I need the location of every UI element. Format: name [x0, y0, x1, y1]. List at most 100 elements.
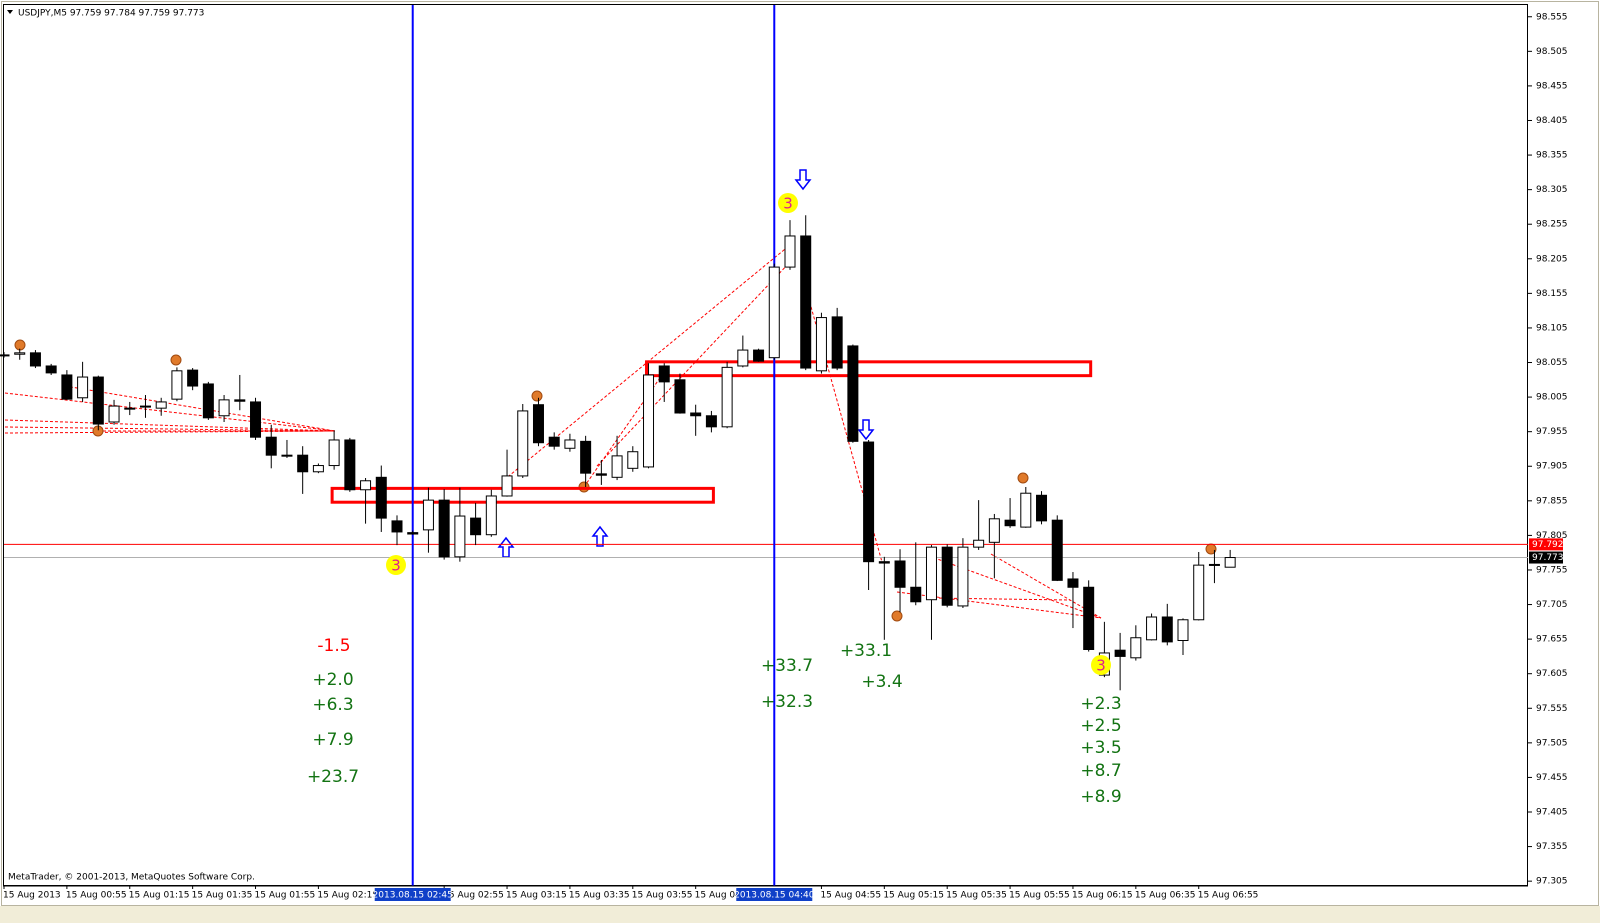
- candle-body: [171, 370, 183, 400]
- y-tick-label: 97.555: [1536, 704, 1568, 714]
- annotation: +33.1: [840, 641, 892, 661]
- candle-body: [328, 439, 340, 467]
- chart-title: USDJPY,M5 97.759 97.784 97.759 97.773: [18, 9, 204, 19]
- footer: MetaTrader, © 2001-2013, MetaQuotes Soft…: [8, 873, 255, 883]
- candle-body: [580, 440, 592, 474]
- wave-marker: [778, 193, 798, 213]
- candle-body: [690, 412, 702, 417]
- x-tick-label: 15 Aug 2013: [3, 891, 61, 901]
- candle-body: [910, 586, 922, 603]
- candle-body: [1051, 519, 1063, 581]
- signal-lines: [4, 244, 1102, 619]
- candle-body: [1036, 494, 1048, 522]
- candle-body: [234, 399, 246, 402]
- y-tick-label: 98.505: [1536, 47, 1568, 57]
- dotted-line: [596, 261, 791, 467]
- candle-body: [139, 405, 151, 408]
- annotation: -1.5: [317, 636, 350, 656]
- candle-body: [1004, 519, 1016, 527]
- candle-body: [14, 352, 26, 355]
- candle-body: [485, 495, 497, 536]
- y-tick-label: 98.305: [1536, 185, 1568, 195]
- candle-body: [438, 499, 450, 558]
- candle-body: [564, 439, 576, 449]
- candle-body: [124, 407, 136, 410]
- wave-label: 3: [1096, 657, 1106, 675]
- candle-body: [643, 374, 655, 468]
- candle-body: [1114, 649, 1126, 657]
- candle-body: [988, 518, 1000, 543]
- x-tick-label: 15 Aug 05:35: [946, 891, 1007, 901]
- annotation: +2.0: [312, 670, 353, 690]
- candle-body: [155, 401, 167, 409]
- candle-body: [297, 454, 309, 473]
- up-arrow: [497, 536, 515, 558]
- candle-body: [658, 365, 670, 383]
- x-tick-label: 15 Aug 04:15: [695, 891, 756, 901]
- y-tick-label: 97.755: [1536, 565, 1568, 575]
- annotation: +2.3: [1080, 694, 1121, 714]
- candle-body: [391, 520, 403, 533]
- y-tick-label: 97.705: [1536, 600, 1568, 610]
- candle-body: [847, 345, 859, 442]
- x-tick-label: 15 Aug 03:35: [569, 891, 630, 901]
- y-tick-label: 98.255: [1536, 220, 1568, 230]
- candle-body: [61, 374, 73, 400]
- y-tick-label: 97.405: [1536, 808, 1568, 818]
- fractal: [14, 339, 26, 351]
- candle-body: [375, 476, 387, 519]
- price-label-bg: [1529, 538, 1563, 551]
- wave-label: 3: [391, 557, 401, 575]
- x-tick-label: 15 Aug 01:35: [192, 891, 253, 901]
- x-tick-label: 15 Aug 06:15: [1072, 891, 1133, 901]
- y-tick-label: 97.505: [1536, 738, 1568, 748]
- zone: [330, 486, 715, 504]
- x-tick-label: 15 Aug 00:55: [66, 891, 127, 901]
- signal-arrows: [497, 169, 875, 558]
- y-tick-label: 97.805: [1536, 531, 1568, 541]
- candle-body: [1083, 586, 1095, 650]
- candle-body: [705, 415, 717, 428]
- candle-body: [470, 517, 482, 536]
- candle-body: [925, 546, 937, 601]
- cursor-label: 2013.08.15 02:45: [373, 891, 453, 901]
- candle-body: [29, 352, 41, 367]
- candle-body: [108, 405, 120, 423]
- dotted-line: [928, 597, 1071, 601]
- fractal: [1017, 472, 1029, 484]
- annotation: +3.4: [861, 672, 902, 692]
- x-tick-label: 15 Aug 05:55: [1009, 891, 1070, 901]
- y-tick-label: 98.155: [1536, 289, 1568, 299]
- annotation: +2.5: [1080, 716, 1121, 736]
- down-arrow: [857, 419, 875, 441]
- x-tick-label: 15 Aug 05:15: [883, 891, 944, 901]
- wave-marker: [386, 555, 406, 575]
- candle-body: [344, 439, 356, 491]
- candle-body: [45, 365, 57, 374]
- annotation: +23.7: [307, 767, 359, 787]
- candle-body: [1067, 578, 1079, 588]
- candle-body: [721, 366, 733, 428]
- x-tick-label: 15 Aug 06:55: [1198, 891, 1259, 901]
- zone: [645, 360, 1093, 378]
- candle-body: [517, 410, 529, 477]
- candle-body: [0, 354, 10, 357]
- candle-body: [548, 436, 560, 447]
- up-arrow: [591, 525, 609, 547]
- candle-body: [1224, 557, 1236, 568]
- candle-body: [1208, 563, 1220, 566]
- x-tick-label: 15 Aug 02:15: [317, 891, 378, 901]
- candle-body: [595, 473, 607, 476]
- candle-body: [92, 376, 104, 425]
- dotted-line: [583, 374, 663, 488]
- wave-marker: [1091, 655, 1111, 675]
- candle-body: [501, 475, 513, 497]
- candle-body: [218, 399, 230, 417]
- candle-body: [973, 539, 985, 548]
- candle-body: [800, 235, 812, 369]
- annotation: +33.7: [761, 656, 813, 676]
- annotation: +7.9: [312, 730, 353, 750]
- dotted-line: [990, 553, 1102, 619]
- y-tick-label: 97.605: [1536, 669, 1568, 679]
- fractal: [531, 390, 543, 402]
